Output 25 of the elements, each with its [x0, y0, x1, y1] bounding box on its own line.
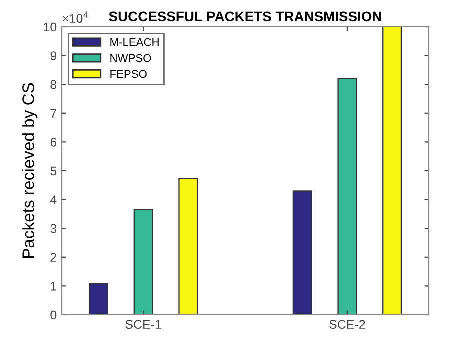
legend-label: NWPSO	[110, 54, 152, 62]
bar	[134, 209, 154, 315]
y-tick-label: 10	[44, 22, 57, 32]
x-tick-label: SCE-2	[330, 320, 366, 330]
y-tick-label: 5	[50, 166, 57, 176]
y-tick-label: 4	[50, 196, 57, 204]
bar	[178, 178, 198, 315]
legend-label: FEPSO	[110, 70, 147, 78]
bar	[338, 78, 358, 315]
y-tick-label: 7	[50, 109, 57, 118]
legend-label: M-LEACH	[110, 38, 159, 46]
y-tick-label: 8	[50, 80, 57, 90]
x-tick-label: SCE-1	[126, 320, 162, 330]
chart-title: SUCCESSFUL PACKETS TRANSMISSION	[109, 12, 382, 22]
y-tick-label: 3	[50, 224, 57, 234]
y-tick-label: 2	[50, 253, 57, 262]
bar	[382, 27, 402, 315]
y-tick-label: 0	[50, 310, 57, 320]
y-tick-label: 6	[50, 138, 57, 147]
y-axis-title: Packets recieved by CS	[22, 83, 38, 258]
y-tick-label: 9	[50, 52, 57, 60]
y-tick-label: 1	[51, 282, 57, 291]
bar	[292, 190, 312, 315]
text: ×10$^{4}$	[62, 12, 88, 24]
bar	[88, 283, 108, 315]
